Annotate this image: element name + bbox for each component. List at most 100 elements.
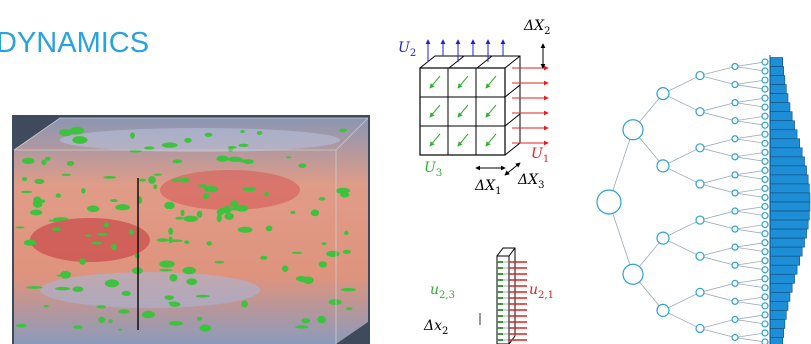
speck [15, 226, 25, 229]
node [761, 329, 769, 337]
node [761, 121, 769, 129]
speck [79, 258, 86, 265]
edge [734, 120, 766, 126]
edge [734, 278, 766, 284]
speck [22, 157, 35, 164]
speck [168, 321, 184, 326]
speck [43, 305, 49, 308]
label-main: Δx [423, 318, 442, 334]
speck [72, 286, 84, 292]
speck [203, 192, 209, 200]
label-sub: 3 [436, 168, 442, 179]
speck [237, 226, 253, 233]
label-main: ΔX [517, 172, 539, 188]
histogram-bar [769, 75, 786, 85]
histogram-bar [769, 93, 789, 103]
speck [186, 278, 198, 286]
speck [130, 132, 135, 139]
node [761, 76, 769, 84]
histogram-bar [769, 111, 793, 121]
node [731, 225, 739, 233]
node [695, 323, 705, 334]
node [761, 220, 769, 229]
speck [108, 319, 113, 324]
label: u2,1 [529, 282, 554, 301]
edge [734, 102, 766, 108]
arrow [457, 104, 469, 118]
speck [260, 255, 268, 260]
speck [104, 279, 120, 288]
label: ΔX2 [523, 18, 550, 37]
speck [182, 266, 196, 275]
speck [256, 130, 263, 135]
edge [734, 296, 766, 302]
node [731, 117, 739, 125]
node [731, 189, 739, 197]
node [761, 202, 769, 211]
edge [699, 183, 736, 194]
histogram-bar [769, 328, 784, 338]
edge [662, 219, 701, 239]
edge [699, 246, 736, 257]
edge [734, 337, 766, 343]
node [761, 230, 769, 238]
speck [73, 325, 83, 329]
speck [121, 290, 131, 296]
edge [734, 332, 766, 338]
edge [699, 319, 736, 329]
edge [699, 138, 736, 149]
label-sub: 1 [543, 154, 549, 165]
speck [96, 305, 106, 309]
edge [734, 79, 766, 85]
speck [118, 309, 130, 314]
edge [734, 264, 766, 271]
speck [72, 136, 88, 144]
node [695, 143, 705, 153]
speck [317, 315, 326, 324]
edge [699, 210, 736, 221]
speck [87, 205, 100, 212]
speck [310, 209, 320, 217]
speck [180, 209, 185, 217]
speck [197, 316, 203, 321]
speck [115, 204, 130, 211]
arrow [429, 133, 441, 147]
node [695, 179, 705, 189]
speck [34, 178, 45, 184]
edge [662, 165, 701, 185]
label: u2,3 [430, 282, 455, 301]
speck [204, 132, 213, 137]
edge [734, 151, 766, 158]
node [731, 279, 739, 287]
edge [734, 228, 766, 235]
node [731, 171, 739, 179]
histogram-bar [769, 255, 800, 266]
speck [61, 173, 71, 177]
speck [318, 197, 326, 201]
histogram-bar [769, 165, 807, 176]
speck [184, 137, 192, 143]
speck [159, 260, 175, 268]
speck [168, 301, 178, 305]
speck [345, 307, 353, 311]
speck [241, 300, 248, 308]
edge [699, 291, 736, 302]
histogram-bar [769, 246, 803, 257]
histogram-bar [769, 337, 784, 344]
edge [699, 66, 736, 76]
speck [66, 161, 75, 166]
histogram-bar [769, 219, 809, 230]
speck [51, 227, 61, 231]
speck [214, 260, 225, 264]
node [656, 159, 670, 173]
edge [734, 192, 766, 198]
edge [662, 291, 701, 311]
arrow [457, 75, 469, 89]
label: U2 [398, 40, 416, 59]
edge [734, 84, 766, 90]
node [731, 207, 739, 215]
speck [291, 251, 303, 255]
speck [103, 175, 117, 179]
node [695, 215, 705, 225]
